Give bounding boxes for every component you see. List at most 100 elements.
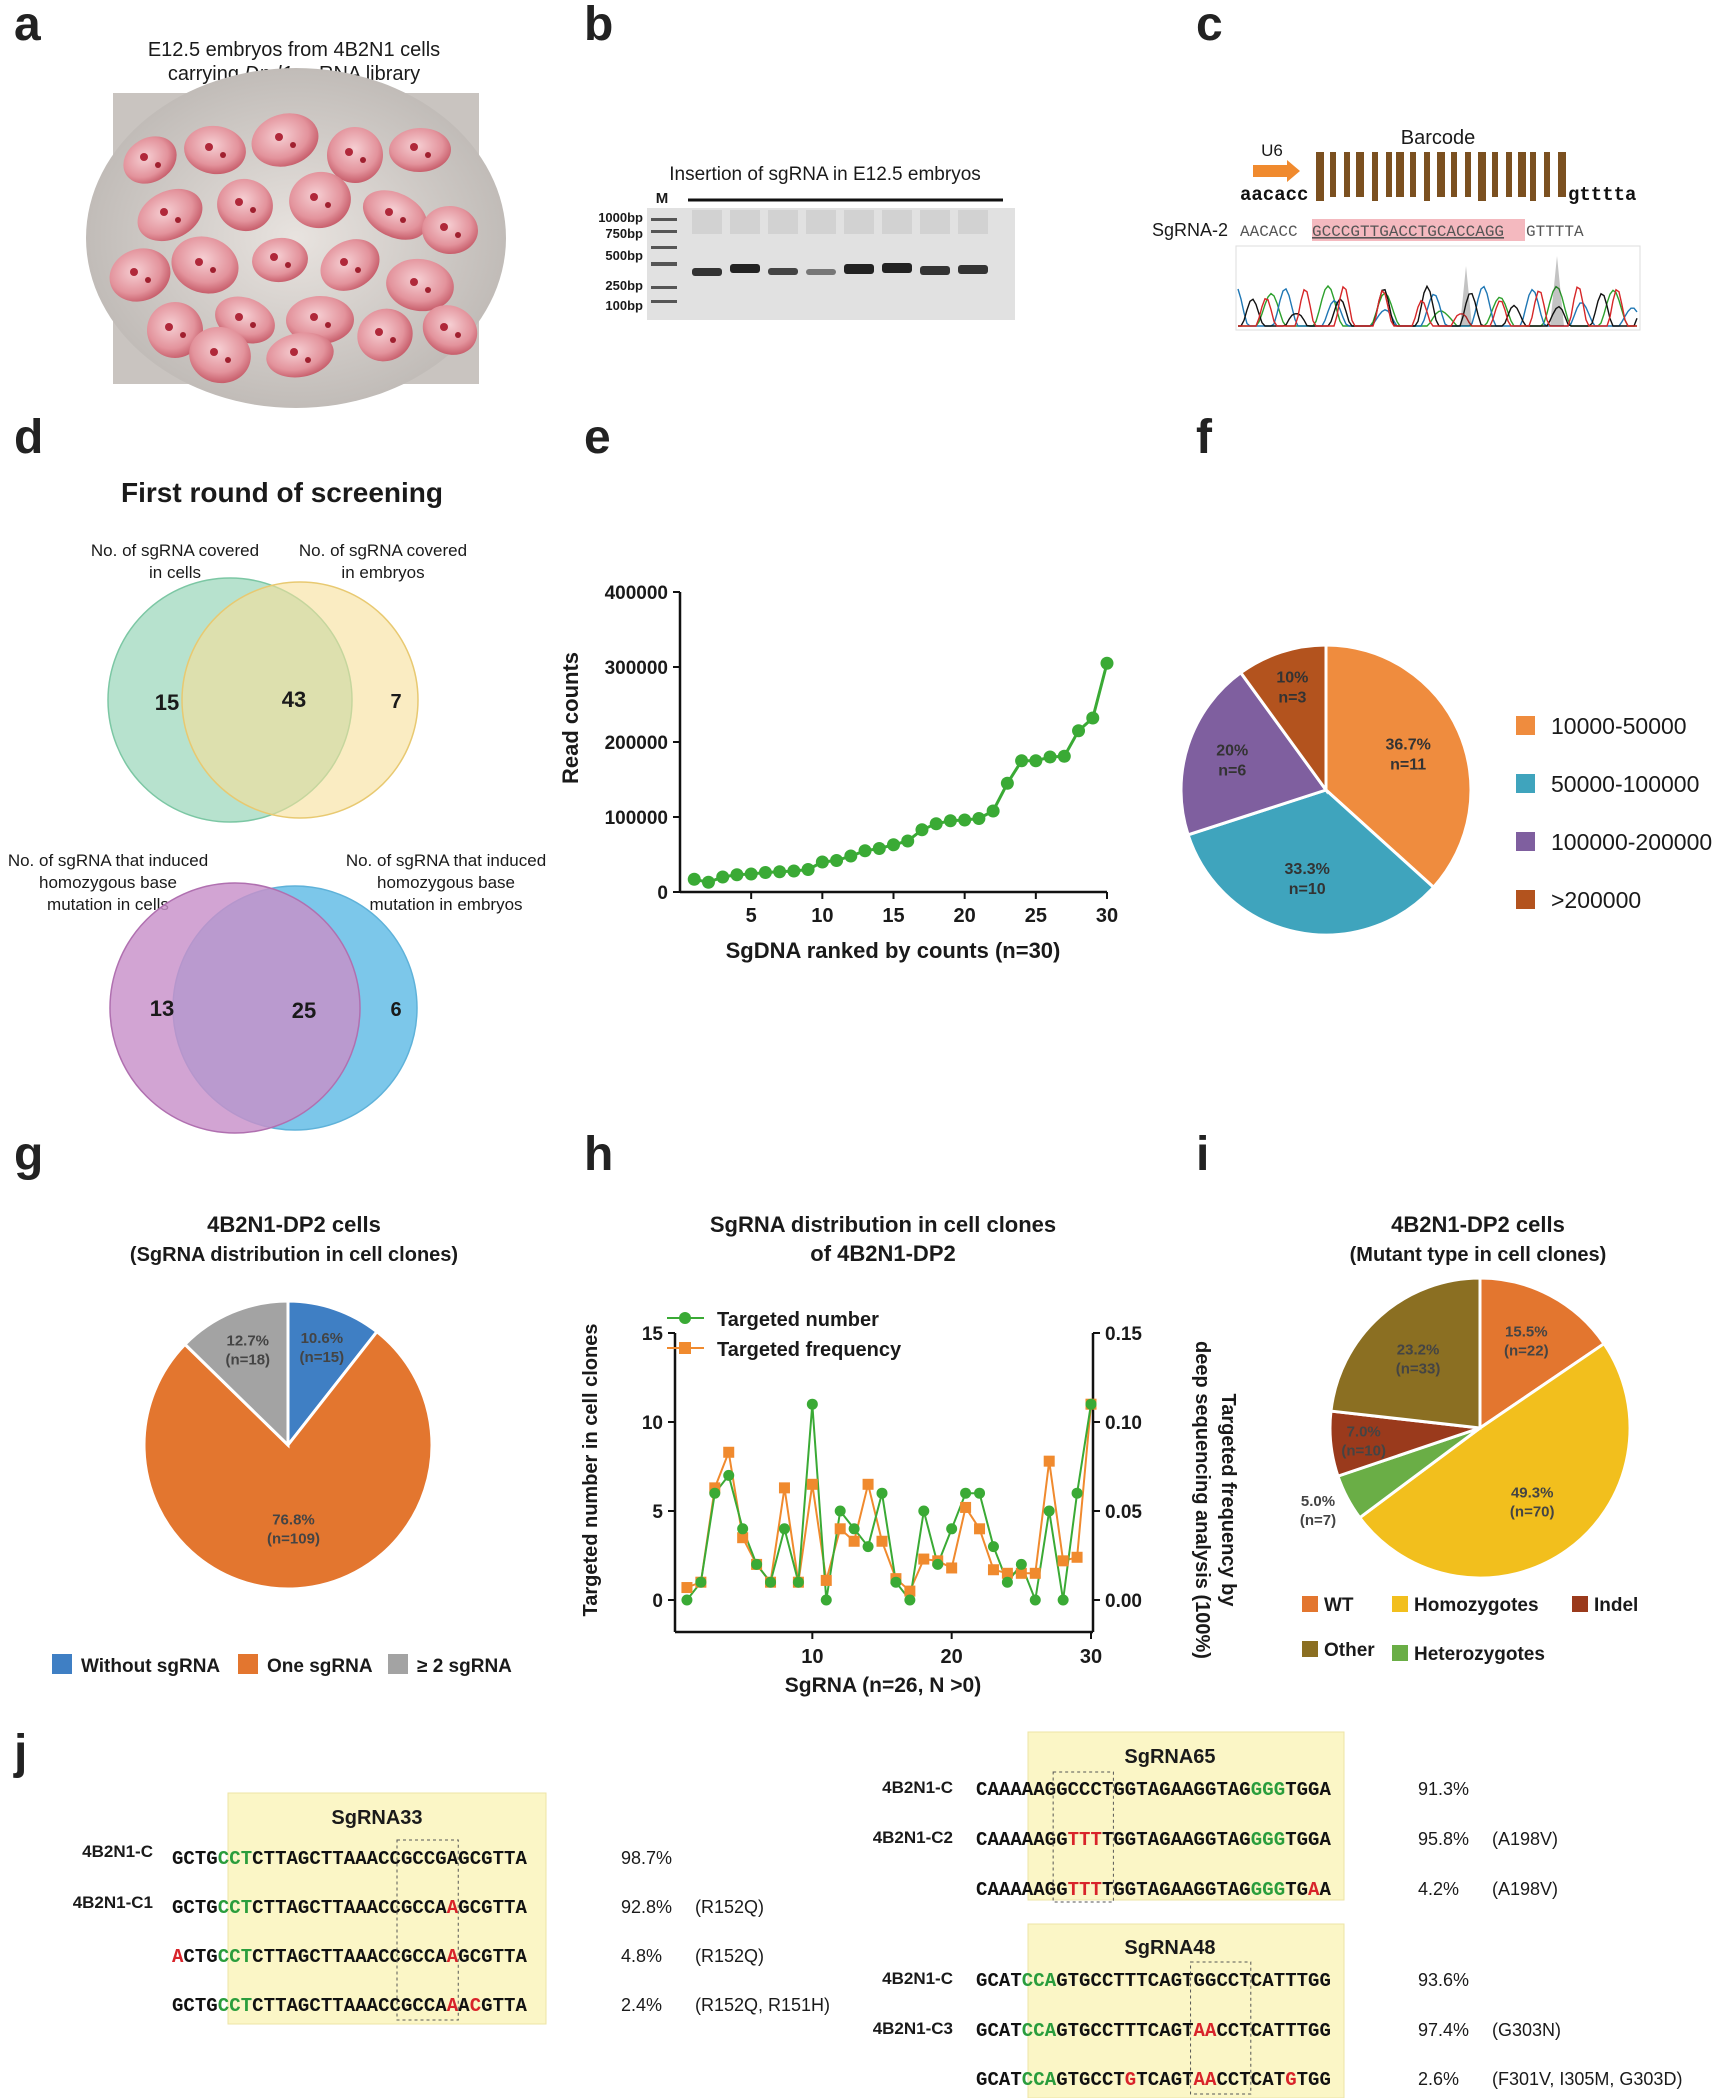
venn1-left-label-1: No. of sgRNA covered (91, 541, 259, 560)
sgrna33-sequence: GCTGCCTCTTAGCTTAAACCGCCGAGCGTTA (172, 1848, 528, 1870)
h-number-point (876, 1487, 888, 1499)
sgrna48-percent: 97.4% (1418, 2020, 1469, 2040)
embryo (386, 258, 454, 312)
g-slice (142, 1329, 434, 1591)
embryo-spot (250, 207, 256, 213)
panel-f-pie-chart: 36.7% n=11 33.3% n=10 20% n=6 10% n=3 10000-5000… (1179, 643, 1712, 937)
h-number-point (834, 1505, 846, 1517)
g-slice-percent: 76.8% (272, 1511, 315, 1528)
panel-label-a: a (14, 0, 41, 51)
venn1-right-count: 7 (390, 691, 401, 713)
barcode-bar (1530, 152, 1536, 201)
ladder-band (651, 262, 677, 266)
panel-h-dual-line-chart: SgRNA distribution in cell clones of 4B2N… (580, 1212, 1239, 1697)
h-y2-tick-label: 0.15 (1105, 1324, 1142, 1345)
panel-b: Insertion of sgRNA in E12.5 embryos M 10… (598, 164, 1015, 320)
i-slice-count: (n=33) (1396, 1361, 1441, 1378)
g-legend-swatch (238, 1654, 258, 1674)
h-number-point (737, 1523, 749, 1535)
gel-size-100: 100bp (605, 298, 643, 313)
h-y-axis-title: Targeted number in cell clones (580, 1323, 602, 1616)
h-y2-tick-label: 0.00 (1105, 1591, 1142, 1612)
barcode-bar (1316, 152, 1324, 201)
embryo (217, 178, 273, 232)
h-number-point (792, 1576, 804, 1588)
venn2-left-label-2: homozygous base (39, 873, 177, 892)
h-number-point (1043, 1505, 1055, 1517)
gel-size-750: 750bp (605, 226, 643, 241)
venn1-left-count: 15 (155, 690, 179, 715)
g-legend-swatch (52, 1654, 72, 1674)
sgrna33-note: (R152Q) (695, 1946, 764, 1966)
h-frequency-point (806, 1478, 818, 1490)
h-number-point (1071, 1487, 1083, 1499)
chromatogram (1235, 245, 1641, 331)
read-prefix: AACACC (1240, 223, 1298, 241)
sgrna65-sequence: CAAAAAGGTTTTGGTAGAAGGTAGGGGTGAA (976, 1879, 1332, 1901)
g-slice-percent: 10.6% (301, 1330, 344, 1347)
venn2-left-count: 13 (150, 996, 174, 1021)
e-x-tick-label: 30 (1096, 905, 1118, 927)
e-data-point (773, 865, 787, 879)
h-number-point (820, 1594, 832, 1606)
sgrna33-percent: 92.8% (621, 1897, 672, 1917)
barcode-bar (1424, 152, 1430, 201)
f-slice (1179, 670, 1329, 837)
barcode-bar (1396, 152, 1404, 197)
venn1-both-count: 43 (282, 687, 306, 712)
f-slice-percent: 10% (1276, 670, 1308, 687)
h-y2-axis-title: Targeted frequency by (1217, 1393, 1239, 1607)
h-number-point (681, 1594, 693, 1606)
chromatogram-peak (1550, 256, 1564, 326)
i-slice-count: (n=22) (1504, 1343, 1549, 1360)
embryo-spot (385, 208, 393, 216)
e-data-point (972, 812, 986, 825)
h-frequency-point (848, 1535, 860, 1547)
h-number-point (806, 1398, 818, 1410)
h-number-point (1085, 1398, 1097, 1410)
h-frequency-point (1015, 1567, 1027, 1579)
g-slice-count: (n=109) (267, 1530, 320, 1547)
e-data-point (730, 868, 744, 882)
embryo (286, 295, 354, 345)
embryo-spot (440, 323, 448, 331)
panel-label-j: j (13, 1726, 27, 1779)
embryo (362, 190, 428, 240)
sample-band (806, 269, 836, 275)
embryo-spot (275, 133, 283, 141)
e-data-point (1029, 754, 1043, 768)
f-legend-label: >200000 (1551, 887, 1641, 913)
sample-well (920, 210, 950, 234)
f-slice-count: n=11 (1390, 757, 1426, 774)
i-legend-label: Other (1324, 1640, 1375, 1661)
embryo-spot (455, 232, 461, 238)
e-data-point (1100, 656, 1114, 670)
embryo-spot (360, 157, 366, 163)
sgrna48-sequence: GCATCCAGTGCCTGTCAGTAACCTCATGTGG (976, 2069, 1331, 2091)
embryo (320, 239, 380, 291)
barcode-bar (1437, 152, 1445, 197)
sgrna33-sequence: ACTGCCTCTTAGCTTAAACCGCCAAGCGTTA (172, 1946, 528, 1968)
embryo-spot (325, 202, 331, 208)
u6-arrow-icon (1253, 160, 1300, 182)
sgrna48-percent: 93.6% (1418, 1970, 1469, 1990)
embryo (251, 113, 319, 167)
i-legend-swatch (1392, 1645, 1408, 1661)
sample-band (882, 263, 912, 273)
h-frequency-point (904, 1585, 916, 1597)
embryo (422, 205, 478, 255)
h-frequency-point (834, 1523, 846, 1535)
embryo-spot (345, 148, 353, 156)
read-highlight: GCCCGTTGACCTGCACCAGG (1312, 223, 1504, 241)
f-legend-swatch (1516, 716, 1535, 735)
panel-label-f: f (1196, 411, 1213, 464)
sample-band (958, 265, 988, 274)
sgrna48-row-label: 4B2N1-C3 (873, 2019, 953, 2038)
i-slice-percent: 5.0% (1301, 1493, 1335, 1510)
h-y-tick-label: 10 (642, 1413, 663, 1434)
e-x-tick-label: 15 (882, 905, 904, 927)
h-number-point (723, 1469, 735, 1481)
embryo-spot (175, 217, 181, 223)
barcode-bar (1451, 152, 1457, 197)
i-subtitle: (Mutant type in cell clones) (1350, 1244, 1607, 1266)
